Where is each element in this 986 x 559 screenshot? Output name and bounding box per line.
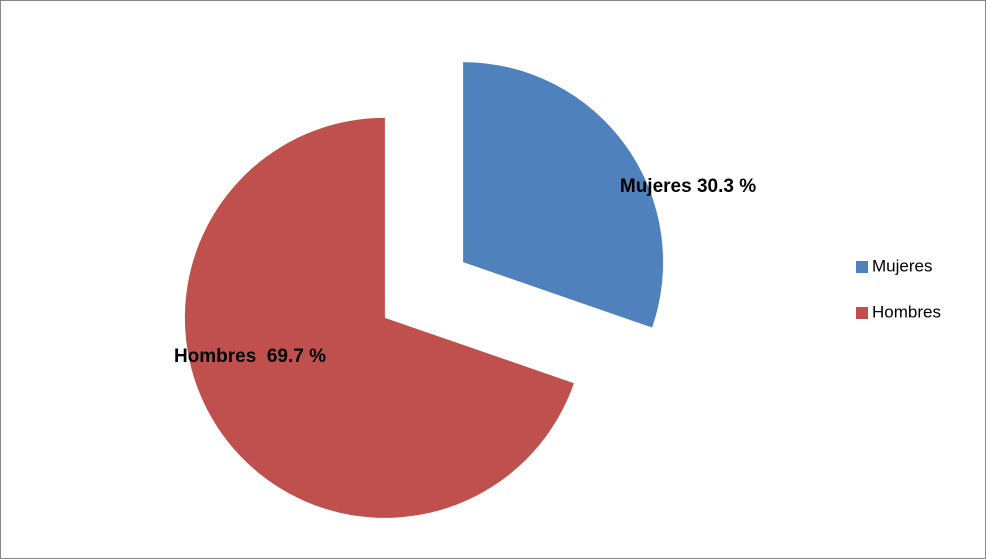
legend-label: Mujeres bbox=[872, 256, 932, 275]
data-label: Hombres 69.7 % bbox=[174, 346, 326, 367]
legend-label: Hombres bbox=[872, 302, 941, 321]
pie-slice bbox=[184, 117, 574, 518]
data-label: Mujeres 30.3 % bbox=[620, 176, 756, 197]
pie-slice bbox=[463, 62, 664, 328]
legend-swatch bbox=[856, 261, 868, 273]
legend-swatch bbox=[856, 307, 868, 319]
